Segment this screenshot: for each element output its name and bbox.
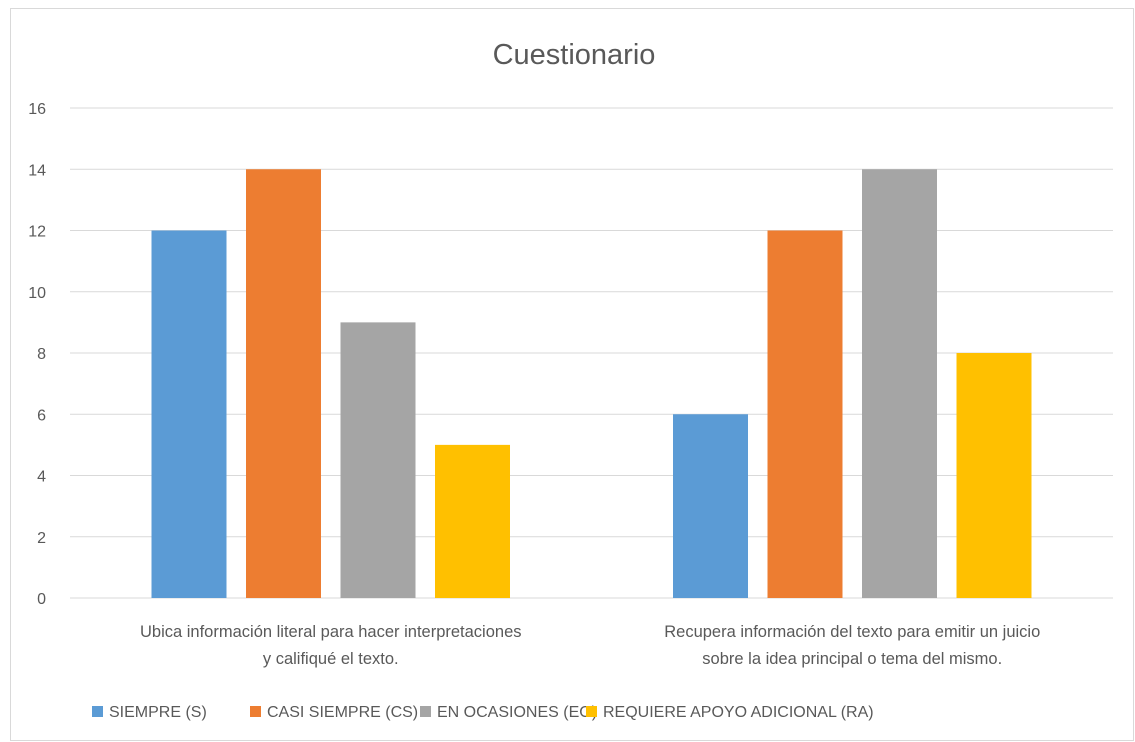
legend: SIEMPRE (S) CASI SIEMPRE (CS) EN OCASIONES… [92, 704, 874, 721]
legend-swatch [586, 706, 597, 717]
legend-label: REQUIERE APOYO ADICIONAL (RA) [603, 704, 874, 721]
y-tick-label: 12 [28, 224, 46, 241]
legend-item-2: CASI SIEMPRE (CS) [250, 704, 418, 721]
y-axis-ticks: 0 2 4 6 8 10 12 14 16 [28, 101, 46, 608]
chart-title: Cuestionario [493, 39, 656, 71]
legend-swatch [250, 706, 261, 717]
bar-2-2 [767, 230, 843, 598]
bar-3-2 [862, 169, 937, 598]
bar-4-2 [956, 353, 1032, 598]
bar-3-1 [340, 322, 416, 598]
x-category-label: sobre la idea principal o tema del mismo… [702, 650, 1002, 668]
y-tick-label: 10 [28, 285, 46, 302]
y-tick-label: 2 [37, 530, 46, 547]
y-tick-label: 14 [28, 162, 46, 179]
x-category-label: Recupera información del texto para emit… [664, 623, 1040, 641]
bar-1-2 [673, 414, 748, 598]
legend-item-1: SIEMPRE (S) [92, 704, 207, 721]
y-tick-label: 0 [37, 591, 46, 608]
legend-item-4: REQUIERE APOYO ADICIONAL (RA) [586, 704, 874, 721]
bar-2-1 [246, 169, 321, 598]
bars [151, 169, 1032, 598]
x-axis-categories: Ubica información literal para hacer int… [140, 623, 1040, 668]
bar-1-1 [151, 230, 227, 598]
legend-label: SIEMPRE (S) [109, 704, 207, 721]
bar-4-1 [435, 444, 510, 598]
legend-item-3: EN OCASIONES (EO) [420, 704, 597, 721]
y-tick-label: 4 [37, 469, 46, 486]
gridlines [70, 107, 1113, 599]
y-tick-label: 8 [37, 346, 46, 363]
legend-swatch [92, 706, 103, 717]
x-category-label: y califiqué el texto. [263, 650, 399, 668]
legend-label: CASI SIEMPRE (CS) [267, 704, 418, 721]
legend-label: EN OCASIONES (EO) [437, 704, 597, 721]
legend-swatch [420, 706, 431, 717]
y-tick-label: 16 [28, 101, 46, 118]
x-category-label: Ubica información literal para hacer int… [140, 623, 522, 641]
y-tick-label: 6 [37, 407, 46, 424]
